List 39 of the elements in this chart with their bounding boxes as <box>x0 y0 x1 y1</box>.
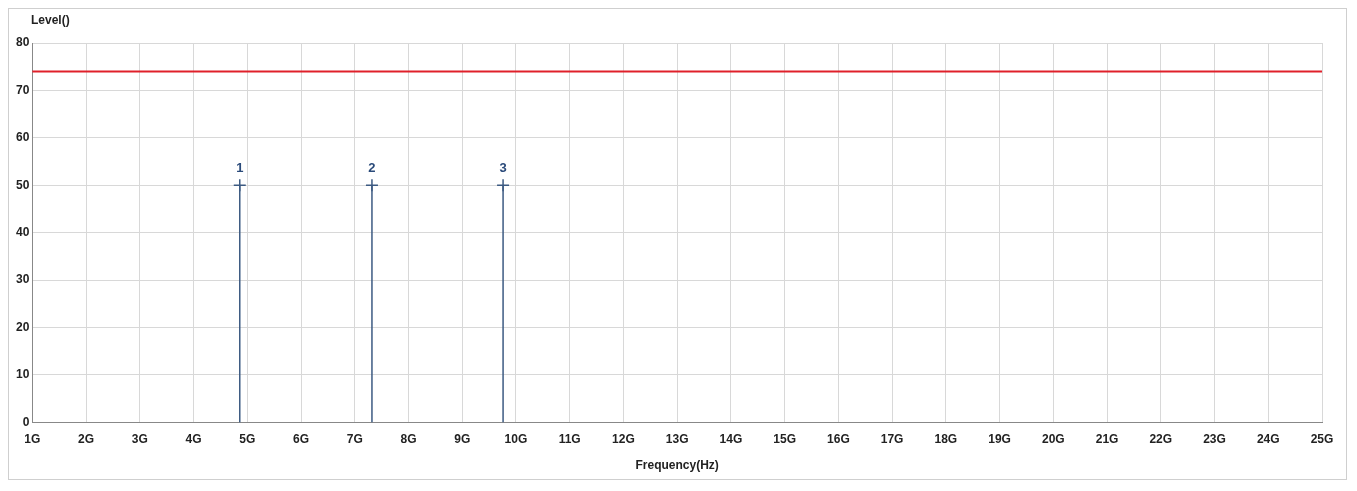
x-tick-label: 9G <box>454 431 471 446</box>
x-tick-label: 3G <box>131 431 148 446</box>
y-tick-label: 0 <box>22 414 30 429</box>
y-tick-label: 80 <box>15 35 30 50</box>
x-tick-label: 13G <box>665 431 689 446</box>
x-axis-title: Frequency(Hz) <box>635 458 719 473</box>
y-axis-title: Level() <box>31 13 70 28</box>
x-tick-label: 17G <box>880 431 904 446</box>
x-tick-label: 11G <box>558 431 581 446</box>
y-tick-label: 30 <box>15 272 30 287</box>
x-tick-label: 21G <box>1095 431 1119 446</box>
x-tick-label: 5G <box>239 431 256 446</box>
annotation: 2 <box>368 160 376 176</box>
y-tick-label: 60 <box>15 130 30 145</box>
x-tick-label: 2G <box>78 431 95 446</box>
x-tick-label: 22G <box>1149 431 1173 446</box>
y-tick-label: 50 <box>15 177 30 192</box>
x-tick-label: 16G <box>827 431 850 446</box>
x-tick-label: 8G <box>400 431 417 446</box>
x-tick-label: 19G <box>988 431 1011 446</box>
x-tick-label: 23G <box>1203 431 1226 446</box>
x-tick-label: 25G <box>1310 431 1334 446</box>
x-tick-label: 1G <box>24 431 41 446</box>
y-tick-label: 10 <box>15 367 30 382</box>
annotation: 3 <box>499 160 507 176</box>
x-tick-label: 4G <box>185 431 202 446</box>
x-tick-label: 6G <box>293 431 310 446</box>
x-tick-label: 12G <box>612 431 635 446</box>
annotation: 1 <box>236 160 244 176</box>
y-tick-label: 40 <box>15 224 30 239</box>
x-tick-label: 15G <box>773 431 796 446</box>
x-tick-label: 14G <box>719 431 743 446</box>
x-tick-label: 7G <box>346 431 363 446</box>
x-tick-label: 18G <box>934 431 958 446</box>
x-tick-label: 20G <box>1041 431 1065 446</box>
x-tick-label: 10G <box>504 431 528 446</box>
y-tick-label: 20 <box>15 319 30 334</box>
x-tick-label: 24G <box>1256 431 1280 446</box>
y-tick-label: 70 <box>15 82 30 97</box>
